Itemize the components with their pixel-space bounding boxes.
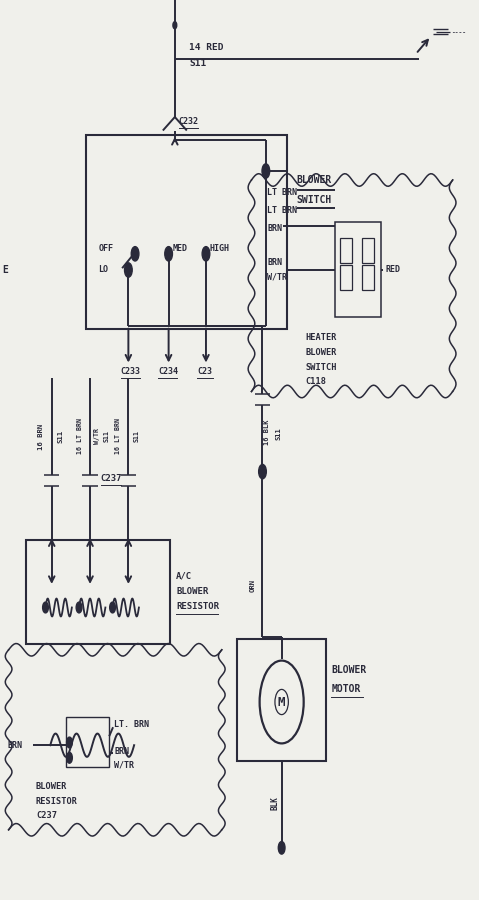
Text: BLOWER: BLOWER xyxy=(176,587,208,596)
Circle shape xyxy=(165,247,172,261)
Text: BLOWER: BLOWER xyxy=(36,782,68,791)
Text: LT BRN: LT BRN xyxy=(267,188,297,197)
Text: MED: MED xyxy=(172,244,187,253)
Circle shape xyxy=(202,247,210,261)
Text: S11: S11 xyxy=(134,430,140,443)
Bar xyxy=(237,639,326,760)
Text: MOTOR: MOTOR xyxy=(331,684,361,695)
Bar xyxy=(26,540,170,644)
Text: M: M xyxy=(278,696,285,708)
Text: BRN: BRN xyxy=(267,258,282,267)
Text: ORN: ORN xyxy=(250,579,256,591)
Text: 16 LT BRN: 16 LT BRN xyxy=(77,418,82,454)
Text: BRN: BRN xyxy=(114,747,129,756)
Text: S11: S11 xyxy=(57,430,63,443)
Text: OFF: OFF xyxy=(98,244,113,253)
Circle shape xyxy=(131,247,139,261)
Text: 16 BRN: 16 BRN xyxy=(38,423,44,450)
Text: SWITCH: SWITCH xyxy=(296,194,331,205)
Circle shape xyxy=(173,22,177,29)
Text: S11: S11 xyxy=(189,58,206,68)
Bar xyxy=(340,265,352,290)
Circle shape xyxy=(76,602,82,613)
Bar xyxy=(362,238,374,263)
Text: LO: LO xyxy=(98,266,108,274)
Text: BLOWER: BLOWER xyxy=(331,664,367,675)
Text: BLOWER: BLOWER xyxy=(296,175,331,185)
Circle shape xyxy=(67,752,72,763)
Circle shape xyxy=(110,602,115,613)
Bar xyxy=(66,717,109,767)
Text: SWITCH: SWITCH xyxy=(306,363,337,372)
Text: BLK: BLK xyxy=(271,796,279,810)
Text: C233: C233 xyxy=(121,367,141,376)
Text: 16 BLK: 16 BLK xyxy=(264,419,270,445)
Text: W/TR: W/TR xyxy=(94,428,100,445)
Text: C232: C232 xyxy=(179,117,199,126)
Text: W/TR: W/TR xyxy=(267,273,287,282)
Circle shape xyxy=(67,737,72,748)
Text: A/C: A/C xyxy=(176,572,193,580)
Bar xyxy=(362,265,374,290)
Text: C237: C237 xyxy=(36,811,57,820)
Text: C23: C23 xyxy=(197,367,212,376)
Circle shape xyxy=(278,842,285,854)
Text: ----: ---- xyxy=(451,30,466,35)
Circle shape xyxy=(262,164,270,178)
Text: RESISTOR: RESISTOR xyxy=(36,796,78,806)
Text: 14 RED: 14 RED xyxy=(189,43,224,52)
Text: HEATER: HEATER xyxy=(306,333,337,342)
Text: E: E xyxy=(2,265,8,275)
Bar xyxy=(335,222,381,317)
Text: LT. BRN: LT. BRN xyxy=(114,720,149,729)
Text: RED: RED xyxy=(386,266,400,274)
Text: LT BRN: LT BRN xyxy=(267,206,297,215)
Text: S11: S11 xyxy=(103,430,109,443)
Text: C234: C234 xyxy=(158,367,178,376)
Text: BLOWER: BLOWER xyxy=(306,348,337,357)
Bar xyxy=(86,135,287,328)
Circle shape xyxy=(125,263,132,277)
Text: C118: C118 xyxy=(306,377,327,386)
Circle shape xyxy=(259,464,266,479)
Bar xyxy=(340,238,352,263)
Text: W/TR: W/TR xyxy=(114,760,134,770)
Circle shape xyxy=(43,602,48,613)
Text: 16 LT BRN: 16 LT BRN xyxy=(115,418,121,454)
Text: S11: S11 xyxy=(276,428,282,440)
Text: RESISTOR: RESISTOR xyxy=(176,602,219,611)
Text: HIGH: HIGH xyxy=(210,244,230,253)
Text: C237: C237 xyxy=(101,474,122,483)
Text: BRN: BRN xyxy=(8,741,23,750)
Text: BRN: BRN xyxy=(267,224,282,233)
